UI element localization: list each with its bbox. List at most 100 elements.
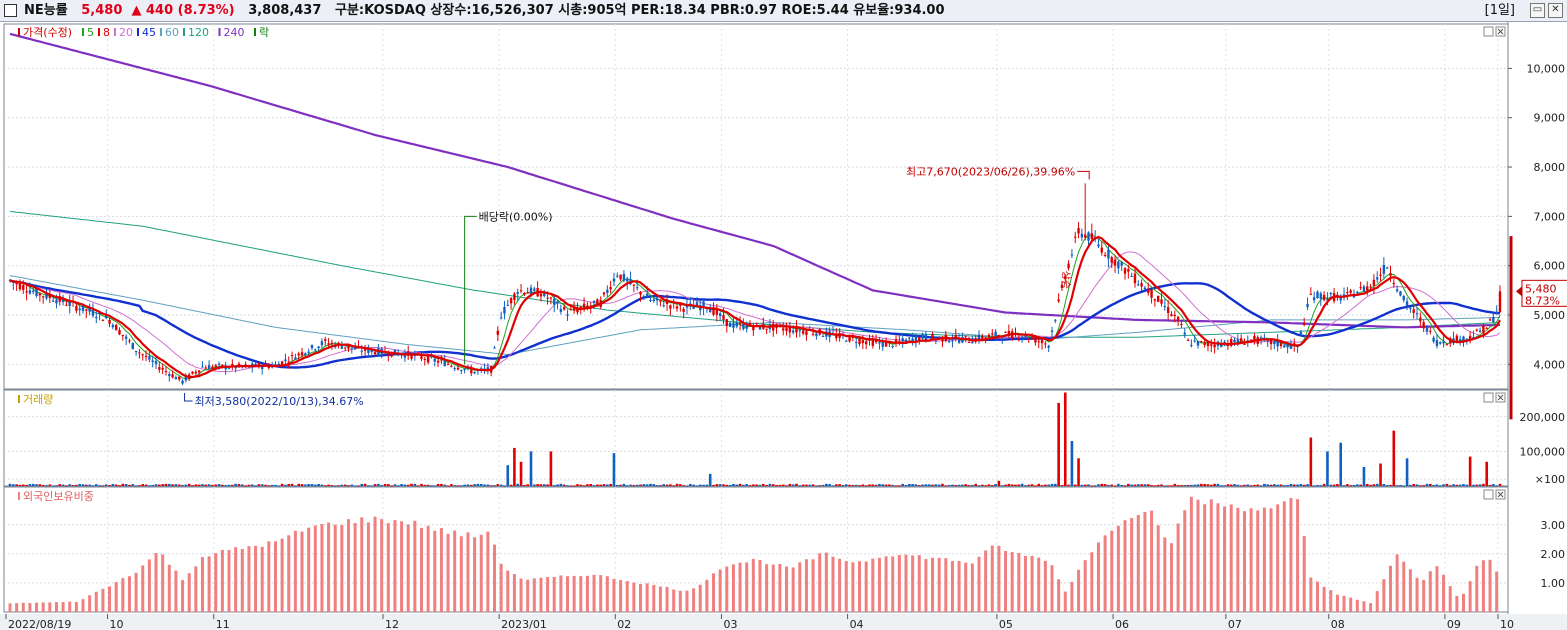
candle-body	[957, 339, 961, 343]
candle-body	[1017, 338, 1021, 340]
volume-bar	[1438, 485, 1442, 487]
foreign-bar	[1136, 515, 1140, 612]
candle-body	[878, 342, 881, 344]
volume-bar	[1375, 483, 1379, 486]
candle-body	[1303, 322, 1306, 325]
volume-bar	[167, 483, 171, 486]
volume-bar	[18, 484, 22, 486]
candle-body	[861, 340, 865, 344]
foreign-bar	[134, 572, 138, 612]
volume-bar	[1263, 483, 1266, 486]
volume-bar	[227, 484, 231, 486]
candle-body	[1110, 257, 1113, 263]
candle-body	[964, 335, 967, 337]
volume-bar	[1087, 484, 1090, 486]
volume-bar	[698, 484, 702, 486]
candle-body	[635, 287, 639, 289]
candle-body	[1236, 339, 1240, 343]
foreign-bar	[360, 517, 364, 612]
volume-bar	[1017, 484, 1021, 486]
foreign-bar	[778, 563, 782, 612]
volume-bar	[808, 484, 812, 486]
volume-bar	[984, 485, 987, 487]
foreign-bar	[207, 556, 211, 612]
candle-body	[1395, 289, 1399, 292]
volume-bar	[1206, 484, 1210, 486]
price-tick-label: 4,000	[1534, 358, 1566, 371]
candle-body	[1103, 254, 1107, 256]
volume-bar	[828, 484, 831, 486]
foreign-bar	[1037, 557, 1041, 612]
volume-bar	[1266, 484, 1270, 486]
volume-bar	[347, 485, 350, 487]
volume-bar	[307, 484, 310, 486]
foreign-bar	[41, 602, 45, 612]
foreign-bar	[426, 525, 430, 612]
volume-bar	[430, 485, 433, 487]
volume-bar	[440, 483, 443, 486]
candle-body	[1166, 307, 1170, 314]
candle-body	[1196, 341, 1200, 346]
candle-body	[1239, 338, 1243, 342]
candle-body	[307, 351, 310, 354]
candle-body	[1478, 330, 1482, 333]
candle-body	[652, 299, 655, 302]
foreign-bar	[964, 562, 968, 612]
volume-bar	[433, 485, 437, 487]
volume-bar	[377, 483, 380, 486]
candle-body	[745, 325, 748, 329]
candle-body	[22, 284, 25, 290]
volume-bar	[1292, 484, 1296, 486]
volume-bar	[1054, 483, 1057, 486]
candle-body	[194, 371, 198, 374]
volume-bar	[31, 483, 35, 486]
candle-body	[546, 297, 549, 299]
minimize-icon[interactable]: ▭	[1530, 3, 1545, 18]
volume-bar	[121, 483, 125, 486]
candle-body	[1498, 291, 1502, 313]
candle-body	[539, 293, 543, 297]
foreign-bar	[652, 584, 656, 612]
volume-bar	[981, 484, 984, 486]
candle-body	[81, 304, 85, 311]
candle-body	[1269, 339, 1273, 345]
candle-body	[1037, 341, 1040, 343]
volume-bar	[101, 485, 105, 487]
candle-body	[1445, 344, 1449, 346]
candle-body	[51, 300, 55, 302]
foreign-bar	[1269, 508, 1273, 612]
candle-body	[1488, 319, 1492, 321]
candle-body	[1289, 345, 1293, 349]
candle-body	[851, 336, 855, 338]
foreign-bar	[1289, 498, 1293, 612]
candle-body	[914, 336, 918, 343]
volume-bar	[1024, 485, 1027, 487]
candle-body	[1180, 323, 1183, 325]
foreign-bar	[1448, 586, 1452, 612]
foreign-bar	[227, 550, 231, 612]
volume-bar	[1146, 484, 1150, 486]
candle-body	[1140, 283, 1143, 287]
candle-body	[506, 304, 509, 306]
close-icon[interactable]: ✕	[1548, 3, 1563, 18]
candle-body	[32, 290, 35, 293]
foreign-bar	[1468, 581, 1472, 612]
candle-body	[410, 353, 413, 359]
period-label[interactable]: [1일]	[1484, 3, 1515, 18]
volume-bar	[1322, 483, 1326, 486]
foreign-bar	[21, 602, 25, 612]
foreign-bar	[1043, 560, 1047, 612]
volume-bar	[1409, 484, 1412, 486]
volume-bar	[951, 484, 954, 486]
volume-bar	[131, 484, 135, 486]
legend-swatch	[137, 28, 139, 36]
volume-bar	[1432, 484, 1435, 486]
volume-tick-label: 100,000	[1520, 445, 1566, 458]
foreign-bar	[293, 530, 297, 612]
volume-bar	[1073, 484, 1077, 486]
title-checkbox[interactable]	[4, 4, 17, 17]
volume-bar	[546, 484, 549, 486]
candle-body	[576, 309, 579, 313]
foreign-bar	[512, 574, 516, 612]
volume-bar	[987, 484, 991, 486]
